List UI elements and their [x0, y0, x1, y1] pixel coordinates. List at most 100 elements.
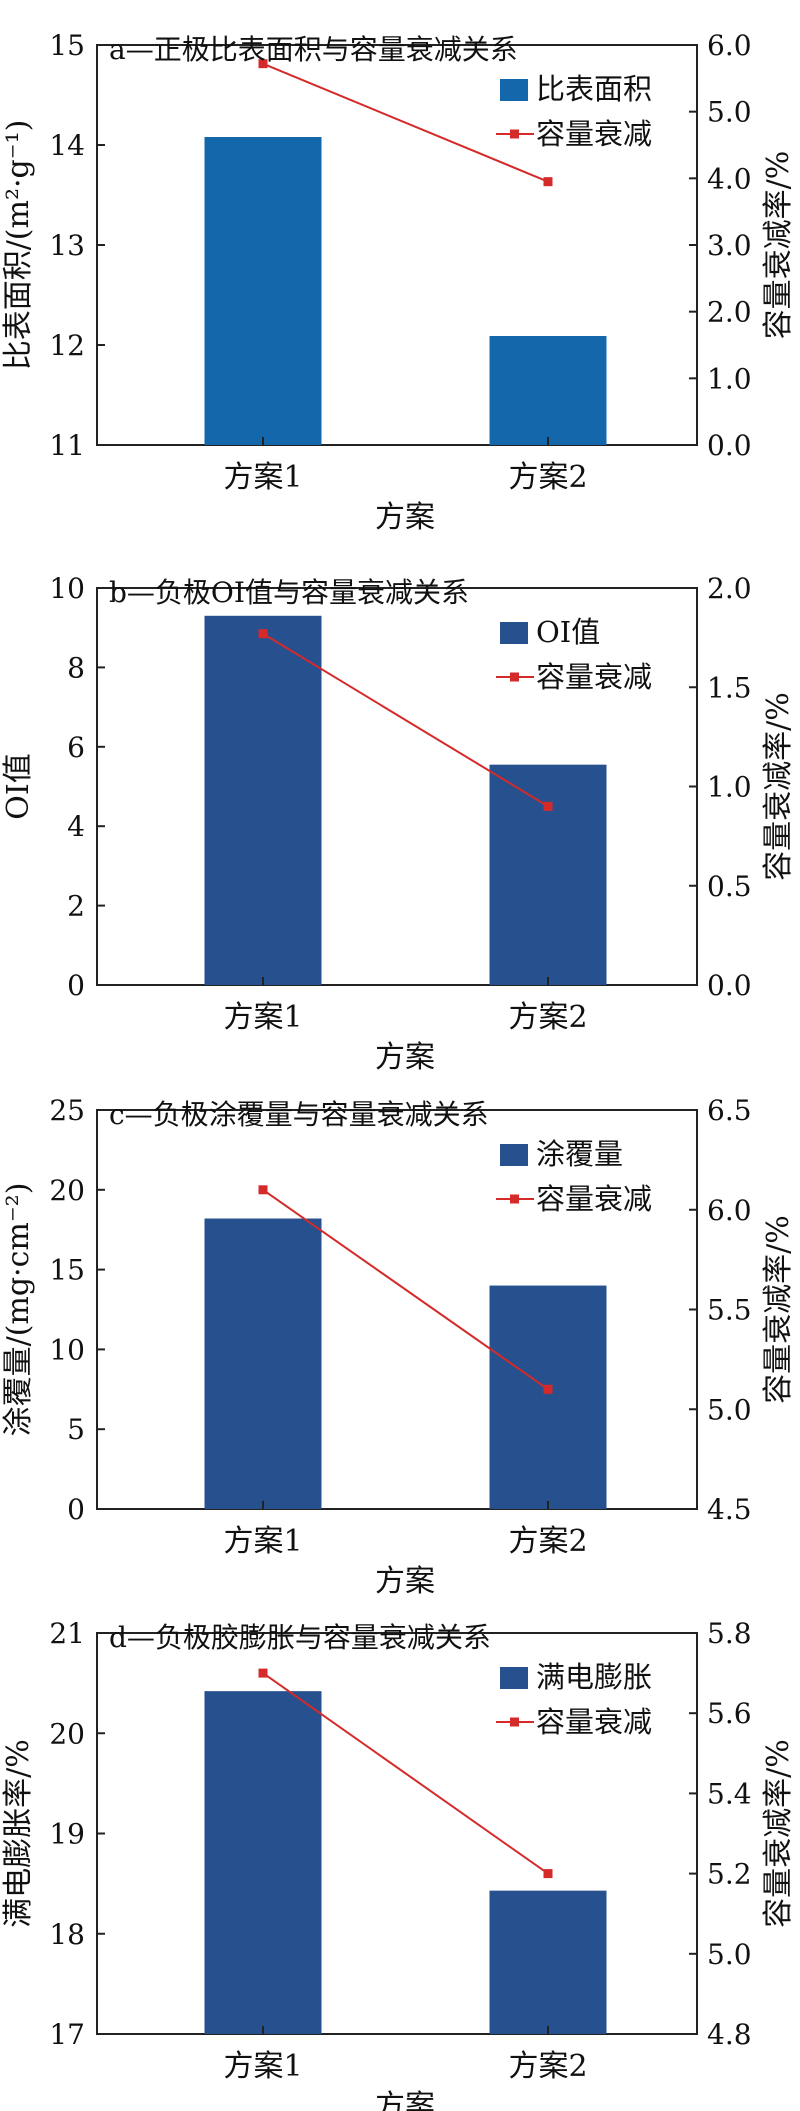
right-tick-label: 4.5: [707, 1493, 752, 1526]
right-tick-label: 1.0: [707, 771, 752, 804]
left-tick-label: 0: [67, 969, 85, 1002]
right-tick-label: 5.8: [707, 1617, 752, 1650]
panel-title: d—负极胶膨胀与容量衰减关系: [109, 1621, 491, 1654]
panel-title: c—负极涂覆量与容量衰减关系: [109, 1098, 489, 1131]
line-series: [262, 62, 549, 183]
right-tick-label: 3.0: [707, 229, 752, 262]
left-tick-label: 6: [67, 731, 85, 764]
right-tick-label: 4.0: [707, 162, 752, 195]
left-tick-label: 15: [49, 29, 85, 62]
legend-bar-label: 比表面积: [536, 72, 652, 106]
x-axis-title: 方案: [375, 1040, 435, 1075]
line-marker-2: [543, 177, 553, 187]
line-series: [262, 1188, 549, 1391]
legend-line-label: 容量衰减: [536, 660, 652, 694]
right-tick-label: 5.6: [707, 1697, 752, 1730]
legend-bar-label: OI值: [536, 615, 600, 649]
right-tick-label: 2.0: [707, 572, 752, 605]
x-tick-label: 方案2: [508, 1000, 587, 1035]
left-tick-label: 18: [49, 1918, 85, 1951]
bar-1: [204, 1691, 322, 2034]
left-tick-label: 20: [49, 1717, 85, 1750]
left-tick-label: 15: [49, 1254, 85, 1287]
legend-bar-swatch: [500, 79, 528, 101]
bar-2: [489, 1890, 607, 2034]
chart-panel-a: 11 12 13 14 15 0.0 1.0 2.0 3.0 4.0 5.0 6.0 方案1 方案2 方案 比…: [1, 29, 796, 535]
left-tick-label: 17: [49, 2018, 85, 2051]
legend-line-marker: [510, 1717, 519, 1727]
line-marker-2: [543, 1869, 553, 1879]
left-axis-title: OI值: [1, 753, 36, 819]
right-tick-label: 5.4: [707, 1777, 752, 1810]
legend-line-marker: [510, 1194, 519, 1204]
bar-2: [489, 1285, 607, 1509]
left-tick-label: 20: [49, 1174, 85, 1207]
right-tick-label: 0.5: [707, 870, 752, 903]
legend-bar-swatch: [500, 1667, 528, 1689]
left-tick-label: 10: [49, 572, 85, 605]
line-marker-2: [543, 1384, 553, 1394]
legend-bar-label: 涂覆量: [536, 1137, 623, 1171]
right-axis-title: 容量衰减率/%: [761, 1739, 796, 1928]
right-tick-label: 5.0: [707, 96, 752, 129]
x-axis-title: 方案: [375, 500, 435, 535]
right-tick-label: 5.2: [707, 1858, 752, 1891]
x-tick-label: 方案1: [223, 1524, 302, 1559]
x-tick-label: 方案2: [508, 1524, 587, 1559]
left-tick-label: 4: [67, 810, 85, 843]
left-tick-label: 12: [49, 329, 85, 362]
right-tick-label: 5.5: [707, 1294, 752, 1327]
legend-line-marker: [510, 672, 519, 682]
x-axis-title: 方案: [375, 2089, 435, 2111]
left-tick-label: 0: [67, 1493, 85, 1526]
left-tick-label: 5: [67, 1413, 85, 1446]
right-tick-label: 6.0: [707, 1194, 752, 1227]
line-series: [262, 632, 549, 808]
right-axis-title: 容量衰减率/%: [761, 692, 796, 881]
left-tick-label: 21: [49, 1617, 85, 1650]
right-tick-label: 1.5: [707, 671, 752, 704]
left-tick-label: 14: [49, 129, 85, 162]
panel-title: b—负极OI值与容量衰减关系: [109, 576, 469, 609]
left-tick-label: 13: [49, 229, 85, 262]
left-tick-label: 25: [49, 1094, 85, 1127]
legend-line-label: 容量衰减: [536, 1182, 652, 1216]
right-tick-label: 2.0: [707, 296, 752, 329]
x-tick-label: 方案1: [223, 1000, 302, 1035]
legend-line-label: 容量衰减: [536, 1705, 652, 1739]
legend-line-marker: [510, 129, 519, 139]
right-tick-label: 0.0: [707, 429, 752, 462]
left-axis-title: 涂覆量/(mg·cm⁻²): [1, 1183, 36, 1437]
line-marker-1: [258, 59, 268, 69]
x-tick-label: 方案2: [508, 2049, 587, 2084]
bar-1: [204, 137, 322, 445]
left-tick-label: 10: [49, 1333, 85, 1366]
right-tick-label: 1.0: [707, 362, 752, 395]
right-axis-title: 容量衰减率/%: [761, 1215, 796, 1404]
right-axis-title: 容量衰减率/%: [761, 151, 796, 340]
right-tick-label: 0.0: [707, 969, 752, 1002]
plot-frame: [96, 587, 698, 986]
bar-2: [489, 336, 607, 445]
right-tick-label: 6.0: [707, 29, 752, 62]
right-tick-label: 4.8: [707, 2018, 752, 2051]
left-tick-label: 19: [49, 1818, 85, 1851]
right-tick-label: 6.5: [707, 1094, 752, 1127]
left-tick-label: 2: [67, 890, 85, 923]
legend-bar-label: 满电膨胀: [536, 1660, 652, 1694]
line-series: [262, 1672, 549, 1875]
right-tick-label: 5.0: [707, 1938, 752, 1971]
left-tick-label: 11: [49, 429, 85, 462]
left-axis-title: 满电膨胀率/%: [1, 1739, 36, 1928]
line-marker-2: [543, 801, 553, 811]
chart-panel-d: 17 18 19 20 21 4.8 5.0 5.2 5.4 5.6 5.8 方案1 方案2 方案 满电膨胀…: [1, 1617, 796, 2111]
left-tick-label: 8: [67, 651, 85, 684]
legend-bar-swatch: [500, 622, 528, 644]
line-marker-1: [258, 1185, 268, 1195]
legend-line-label: 容量衰减: [536, 117, 652, 151]
bar-2: [489, 764, 607, 985]
line-marker-1: [258, 629, 268, 639]
right-tick-label: 5.0: [707, 1393, 752, 1426]
chart-panel-c: 0 5 10 15 20 25 4.5 5.0 5.5 6.0 6.5 方案1 方案2 方案 涂覆量/(mg…: [1, 1094, 796, 1599]
